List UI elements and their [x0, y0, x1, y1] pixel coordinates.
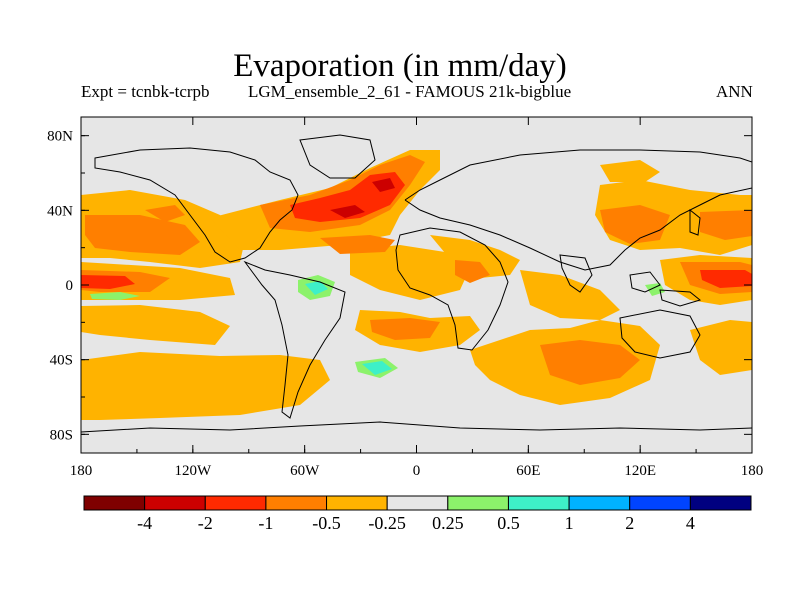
- lon-tick-label: 60E: [516, 463, 540, 479]
- lat-tick-label: 80N: [47, 129, 73, 145]
- colorbar-label: -1: [258, 513, 273, 533]
- lat-tick-label: 40N: [47, 203, 73, 219]
- colorbar: -4 -2 -1 -0.5 -0.25 0.25 0.5 1 2 4: [83, 495, 752, 533]
- lon-tick-label: 120E: [624, 463, 656, 479]
- lon-tick-label: 180: [741, 463, 764, 479]
- colorbar-label: -0.25: [368, 513, 406, 533]
- contour-level-pos-0.5: [305, 281, 392, 375]
- lat-tick-label: 40S: [50, 353, 73, 369]
- dataset-label: LGM_ensemble_2_61 - FAMOUS 21k-bigblue: [248, 82, 572, 101]
- colorbar-swatch: [447, 495, 509, 511]
- period-label: ANN: [716, 82, 753, 101]
- colorbar-label: 0.5: [497, 513, 520, 533]
- colorbar-swatch: [689, 495, 752, 511]
- colorbar-label: 4: [686, 513, 695, 533]
- colorbar-swatch: [326, 495, 388, 511]
- colorbar-swatch: [568, 495, 631, 511]
- lon-tick-label: 0: [413, 463, 421, 479]
- colorbar-label: -2: [198, 513, 213, 533]
- colorbar-label: 2: [625, 513, 634, 533]
- colorbar-label: 0.25: [432, 513, 464, 533]
- colorbar-swatch: [507, 495, 570, 511]
- colorbar-label: -0.5: [312, 513, 341, 533]
- colorbar-label: -4: [137, 513, 152, 533]
- lon-tick-label: 180: [70, 463, 93, 479]
- contour-fields: [81, 134, 752, 433]
- colorbar-swatch: [144, 495, 206, 511]
- latitude-axis: 80N 40N 0 40S 80S: [47, 129, 752, 443]
- colorbar-swatch: [83, 495, 146, 511]
- coastlines: [81, 134, 752, 433]
- experiment-label: Expt = tcnbk-tcrpb: [81, 82, 210, 101]
- lat-tick-label: 80S: [50, 427, 73, 443]
- colorbar-swatch: [629, 495, 691, 511]
- lat-tick-label: 0: [66, 278, 74, 294]
- colorbar-swatch: [265, 495, 328, 511]
- lon-tick-label: 60W: [290, 463, 320, 479]
- colorbar-swatch: [204, 495, 267, 511]
- longitude-axis: 180 120W 60W 0 60E 120E 180: [70, 117, 764, 479]
- lon-tick-label: 120W: [174, 463, 212, 479]
- contour-level-neg-2: [330, 178, 395, 218]
- colorbar-swatch: [386, 495, 449, 511]
- colorbar-label: 1: [565, 513, 574, 533]
- map-title: Evaporation (in mm/day): [233, 48, 567, 84]
